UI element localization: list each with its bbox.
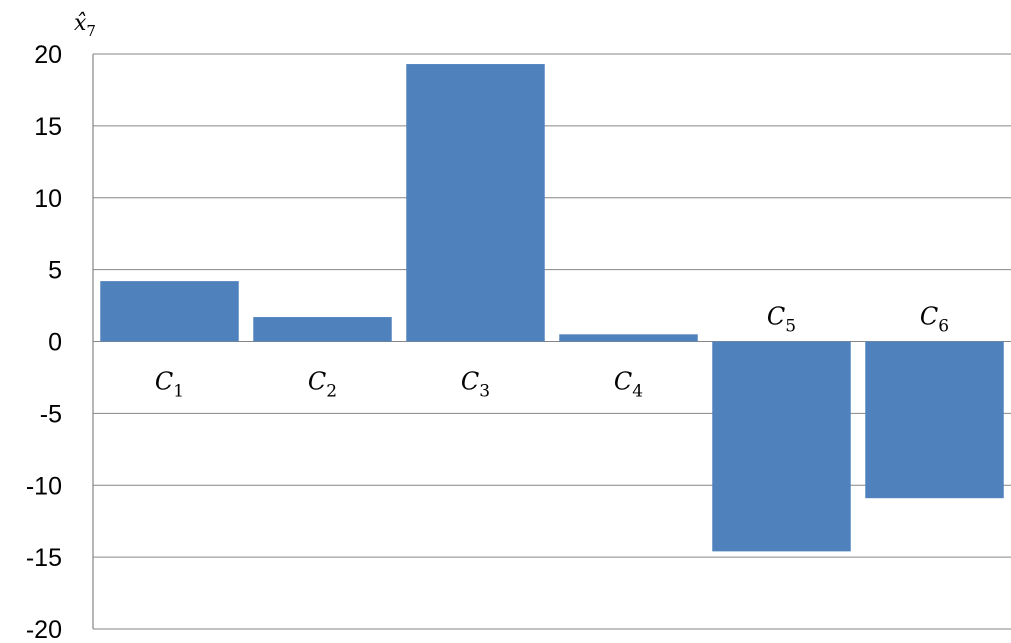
bar-2 <box>253 317 392 342</box>
y-axis-title-subscript: 7 <box>86 22 96 40</box>
y-tick-label: 20 <box>34 41 62 69</box>
y-tick-label: -5 <box>40 400 62 428</box>
category-label-subscript: 5 <box>785 317 796 337</box>
category-label-base: C <box>767 303 785 331</box>
y-tick-label: 0 <box>48 329 62 357</box>
category-label-subscript: 1 <box>173 382 184 402</box>
y-tick-label: 5 <box>48 257 62 285</box>
category-label-base: C <box>308 368 326 396</box>
category-label-subscript: 4 <box>632 382 643 402</box>
bars <box>100 64 1004 552</box>
y-tick-labels: 20 15 10 5 0 -5 -10 -15 -20 <box>26 41 62 643</box>
category-label-subscript: 2 <box>326 382 337 402</box>
category-label-base: C <box>920 303 938 331</box>
gridlines <box>93 53 1011 630</box>
y-tick-label: 10 <box>34 185 62 213</box>
category-label-subscript: 3 <box>479 382 490 402</box>
category-label-1: C1 <box>155 368 184 402</box>
category-label-subscript: 6 <box>938 317 949 337</box>
bar-6 <box>865 341 1004 499</box>
category-label-3: C3 <box>461 368 490 402</box>
bar-5 <box>712 341 851 552</box>
category-label-4: C4 <box>614 368 643 402</box>
category-label-6: C6 <box>920 303 949 337</box>
y-axis-title-base: x̂ <box>74 11 87 36</box>
category-label-base: C <box>155 368 173 396</box>
bar-3 <box>406 64 545 342</box>
category-label-base: C <box>614 368 632 396</box>
y-tick-label: -15 <box>26 544 62 572</box>
y-tick-label: -10 <box>26 472 62 500</box>
bar-1 <box>100 281 239 342</box>
bar-4 <box>559 334 698 342</box>
category-label-2: C2 <box>308 368 337 402</box>
y-tick-label: 15 <box>34 113 62 141</box>
y-axis-title: x̂7 <box>74 11 96 40</box>
category-label-base: C <box>461 368 479 396</box>
y-tick-label: -20 <box>26 616 62 643</box>
category-label-5: C5 <box>767 303 796 337</box>
